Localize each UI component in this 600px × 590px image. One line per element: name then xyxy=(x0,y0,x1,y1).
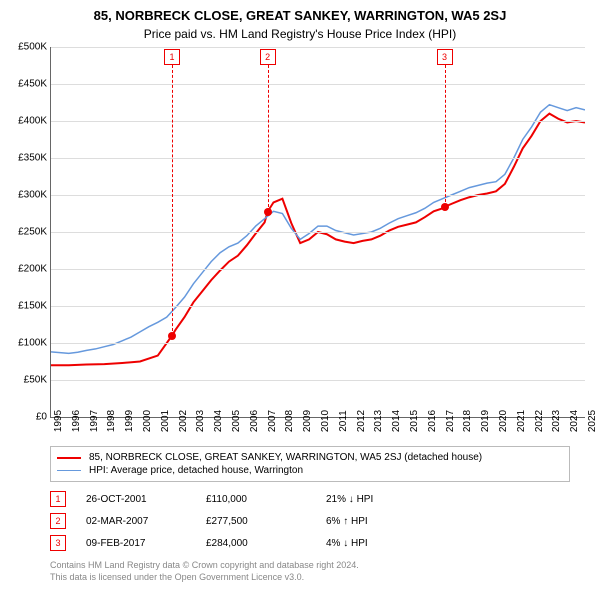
x-axis-label: 2005 xyxy=(229,410,242,432)
x-axis-label: 2014 xyxy=(389,410,402,432)
sale-row: 3 09-FEB-2017£284,0004% ↓ HPI xyxy=(50,532,570,554)
marker-connector xyxy=(172,65,173,336)
sale-marker: 3 xyxy=(50,535,66,551)
legend-label: 85, NORBRECK CLOSE, GREAT SANKEY, WARRIN… xyxy=(89,452,482,463)
x-axis-label: 2006 xyxy=(247,410,260,432)
legend-swatch xyxy=(57,470,81,471)
x-axis-label: 2004 xyxy=(211,410,224,432)
x-axis-label: 2000 xyxy=(140,410,153,432)
x-axis-label: 2008 xyxy=(282,410,295,432)
footer-line-2: This data is licensed under the Open Gov… xyxy=(50,572,570,584)
y-axis-label: £0 xyxy=(36,412,51,423)
x-axis-label: 2011 xyxy=(336,410,349,432)
x-axis-label: 2024 xyxy=(567,410,580,432)
x-axis-label: 2016 xyxy=(425,410,438,432)
x-axis-label: 2021 xyxy=(514,410,527,432)
gridline xyxy=(51,158,585,159)
sale-date: 09-FEB-2017 xyxy=(86,538,206,549)
x-axis-label: 1998 xyxy=(104,410,117,432)
x-axis-label: 2019 xyxy=(478,410,491,432)
sale-price: £110,000 xyxy=(206,494,326,505)
legend-item: HPI: Average price, detached house, Warr… xyxy=(57,464,563,477)
gridline xyxy=(51,84,585,85)
y-axis-label: £250K xyxy=(18,227,51,238)
marker-label: 1 xyxy=(164,49,180,65)
marker-dot xyxy=(168,332,176,340)
x-axis-label: 1996 xyxy=(69,410,82,432)
sale-marker: 2 xyxy=(50,513,66,529)
x-axis-label: 1999 xyxy=(122,410,135,432)
chart-title: 85, NORBRECK CLOSE, GREAT SANKEY, WARRIN… xyxy=(0,0,600,23)
legend-swatch xyxy=(57,457,81,459)
sale-delta: 4% ↓ HPI xyxy=(326,538,446,549)
x-axis-label: 2013 xyxy=(371,410,384,432)
chart-plot-area: £0£50K£100K£150K£200K£250K£300K£350K£400… xyxy=(50,47,585,418)
y-axis-label: £200K xyxy=(18,264,51,275)
sale-row: 1 26-OCT-2001£110,00021% ↓ HPI xyxy=(50,488,570,510)
x-axis-label: 2025 xyxy=(585,410,598,432)
chart-subtitle: Price paid vs. HM Land Registry's House … xyxy=(0,23,600,47)
footer-line-1: Contains HM Land Registry data © Crown c… xyxy=(50,560,570,572)
y-axis-label: £500K xyxy=(18,42,51,53)
gridline xyxy=(51,121,585,122)
gridline xyxy=(51,232,585,233)
y-axis-label: £350K xyxy=(18,153,51,164)
gridline xyxy=(51,47,585,48)
marker-connector xyxy=(445,65,446,207)
series-line xyxy=(51,114,585,366)
y-axis-label: £50K xyxy=(24,375,51,386)
sale-price: £277,500 xyxy=(206,516,326,527)
marker-connector xyxy=(268,65,269,212)
marker-dot xyxy=(264,208,272,216)
sale-date: 02-MAR-2007 xyxy=(86,516,206,527)
marker-label: 2 xyxy=(260,49,276,65)
legend-label: HPI: Average price, detached house, Warr… xyxy=(89,465,303,476)
gridline xyxy=(51,269,585,270)
x-axis-label: 2001 xyxy=(158,410,171,432)
x-axis-label: 2017 xyxy=(443,410,456,432)
sale-delta: 21% ↓ HPI xyxy=(326,494,446,505)
sale-date: 26-OCT-2001 xyxy=(86,494,206,505)
y-axis-label: £300K xyxy=(18,190,51,201)
x-axis-label: 1995 xyxy=(51,410,64,432)
chart-legend: 85, NORBRECK CLOSE, GREAT SANKEY, WARRIN… xyxy=(50,446,570,482)
sale-delta: 6% ↑ HPI xyxy=(326,516,446,527)
x-axis-label: 1997 xyxy=(87,410,100,432)
sales-table: 1 26-OCT-2001£110,00021% ↓ HPI 2 02-MAR-200… xyxy=(50,488,570,554)
x-axis-label: 2003 xyxy=(193,410,206,432)
sale-row: 2 02-MAR-2007£277,5006% ↑ HPI xyxy=(50,510,570,532)
x-axis-label: 2020 xyxy=(496,410,509,432)
sale-marker: 1 xyxy=(50,491,66,507)
x-axis-label: 2018 xyxy=(460,410,473,432)
y-axis-label: £100K xyxy=(18,338,51,349)
x-axis-label: 2022 xyxy=(532,410,545,432)
x-axis-label: 2010 xyxy=(318,410,331,432)
y-axis-label: £400K xyxy=(18,116,51,127)
gridline xyxy=(51,380,585,381)
y-axis-label: £450K xyxy=(18,79,51,90)
marker-dot xyxy=(441,203,449,211)
x-axis-label: 2015 xyxy=(407,410,420,432)
gridline xyxy=(51,306,585,307)
x-axis-label: 2007 xyxy=(265,410,278,432)
x-axis-label: 2009 xyxy=(300,410,313,432)
series-line xyxy=(51,105,585,354)
footer-attribution: Contains HM Land Registry data © Crown c… xyxy=(50,560,570,583)
marker-label: 3 xyxy=(437,49,453,65)
sale-price: £284,000 xyxy=(206,538,326,549)
gridline xyxy=(51,195,585,196)
y-axis-label: £150K xyxy=(18,301,51,312)
x-axis-label: 2002 xyxy=(176,410,189,432)
legend-item: 85, NORBRECK CLOSE, GREAT SANKEY, WARRIN… xyxy=(57,451,563,464)
chart-container: { "title": "85, NORBRECK CLOSE, GREAT SA… xyxy=(0,0,600,590)
x-axis-label: 2012 xyxy=(354,410,367,432)
gridline xyxy=(51,343,585,344)
x-axis-label: 2023 xyxy=(549,410,562,432)
